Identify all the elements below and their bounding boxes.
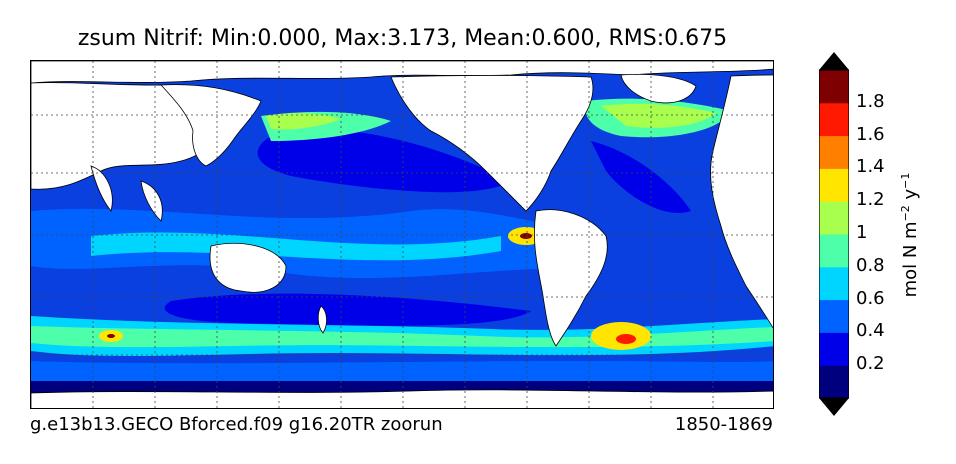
colorbar-segments <box>819 70 849 399</box>
colorbar-tick-label: 1.4 <box>856 156 885 178</box>
colorbar-segment <box>819 234 849 268</box>
equatorial-core <box>91 232 501 261</box>
colorbar-segment <box>819 168 849 202</box>
colorbar-segment <box>819 266 849 301</box>
colorbar-frame <box>819 69 849 399</box>
colorbar-segment <box>819 102 849 137</box>
south-pacific-gyre <box>164 293 531 326</box>
colorbar-segment <box>819 201 849 235</box>
colorbar-tick-label: 0.2 <box>856 353 885 375</box>
plot-title: zsum Nitrif: Min:0.000, Max:3.173, Mean:… <box>77 26 728 51</box>
colorbar-tick-label: 0.4 <box>856 320 885 342</box>
colorbar-extend-max <box>819 52 849 70</box>
southern-ocean-green <box>31 326 773 348</box>
north-atlantic-gyre <box>591 141 691 213</box>
land-masses <box>31 61 773 408</box>
colorbar-extend-min <box>819 398 849 416</box>
colorbar <box>819 52 849 416</box>
colorbar-units-label: mol N m−2 y−1 <box>899 172 921 298</box>
graticule <box>31 61 773 408</box>
ocean-map <box>30 60 774 409</box>
colorbar-segment <box>819 70 849 104</box>
colorbar-tick-label: 0.6 <box>856 287 885 309</box>
colorbar-tick-label: 1.2 <box>856 189 885 211</box>
colorbar-segment <box>819 299 849 333</box>
north-pacific-gyre <box>257 129 511 193</box>
colorbar-tick-label: 0.8 <box>856 254 885 276</box>
colorbar-tick-label: 1.6 <box>856 123 885 145</box>
colorbar-segment <box>819 135 849 169</box>
map-canvas <box>31 61 773 408</box>
colorbar-tick-label: 1 <box>856 222 868 243</box>
year-range-label: 1850-1869 <box>674 414 773 435</box>
colorbar-tick-label: 1.8 <box>856 90 885 112</box>
case-name-label: g.e13b13.GECO Bforced.f09 g16.20TR zooru… <box>30 414 443 435</box>
colorbar-segment <box>819 332 849 366</box>
southern-ocean-blue <box>31 361 773 381</box>
colorbar-segment <box>819 365 849 399</box>
